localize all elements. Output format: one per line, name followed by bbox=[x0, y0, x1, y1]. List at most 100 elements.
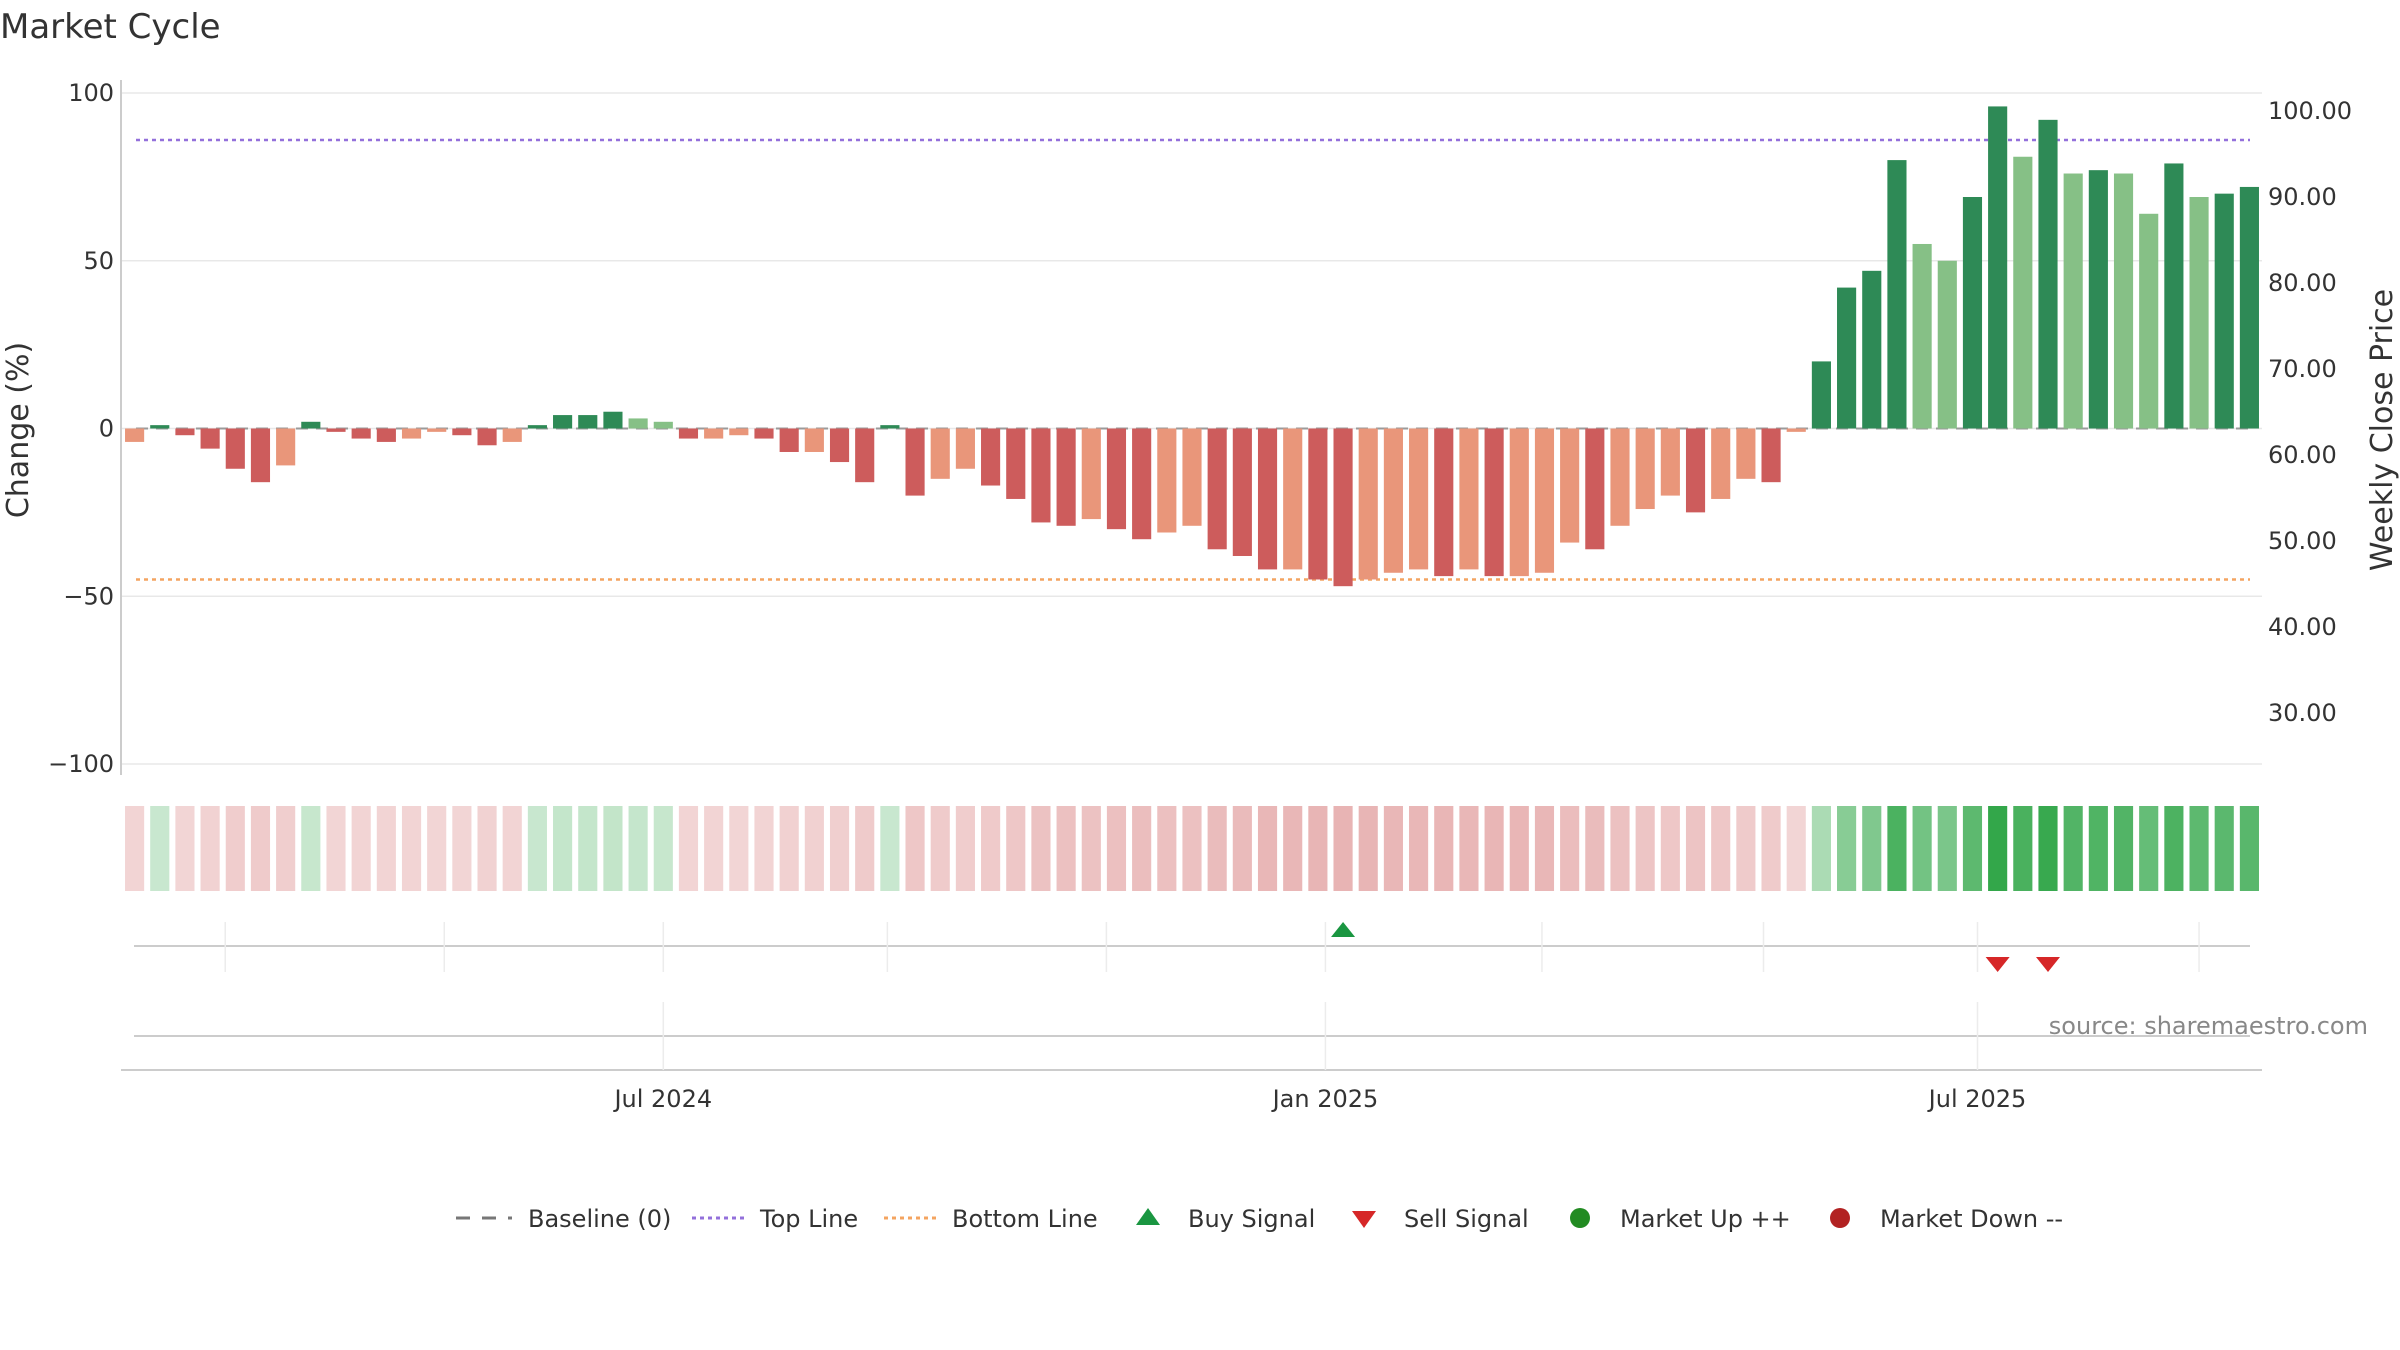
strip-cell bbox=[2214, 806, 2234, 891]
legend-swatch bbox=[1352, 1211, 1376, 1228]
bar bbox=[2239, 186, 2259, 429]
strip-cell bbox=[1484, 806, 1504, 891]
bar bbox=[2088, 170, 2108, 429]
bar bbox=[2113, 173, 2134, 429]
strip-cell bbox=[1333, 806, 1353, 891]
bar bbox=[1257, 428, 1278, 570]
strip-cell bbox=[376, 806, 396, 891]
bar bbox=[1006, 428, 1026, 499]
chart-title: Market Cycle bbox=[0, 7, 221, 47]
strip-cell bbox=[1711, 806, 1731, 891]
bar bbox=[150, 425, 170, 429]
legend: Baseline (0) Top Line Bottom Line Buy Signa… bbox=[456, 1205, 2063, 1233]
strip-cell bbox=[2038, 806, 2058, 891]
strip-cell bbox=[1434, 806, 1454, 891]
strip-cell bbox=[754, 806, 774, 891]
strip-cell bbox=[1862, 806, 1882, 891]
bar bbox=[1459, 428, 1479, 570]
bar bbox=[855, 428, 875, 483]
strip-cell bbox=[955, 806, 975, 891]
strip-cell bbox=[905, 806, 925, 891]
strip-cell bbox=[880, 806, 900, 891]
strip-cell bbox=[2164, 806, 2184, 891]
strip-cell bbox=[678, 806, 699, 891]
bar bbox=[2038, 119, 2058, 429]
strip-cell bbox=[1937, 806, 1957, 891]
strip-cell bbox=[1962, 806, 1983, 891]
bar bbox=[1509, 428, 1529, 577]
strip-cell bbox=[1887, 806, 1907, 891]
legend-swatch bbox=[1570, 1208, 1590, 1228]
bar bbox=[1685, 428, 1706, 513]
bar bbox=[1887, 160, 1907, 429]
bar bbox=[1937, 260, 1957, 429]
legend-swatch bbox=[1136, 1208, 1160, 1225]
bar bbox=[276, 428, 296, 466]
y2-tick-label: 70.00 bbox=[2268, 355, 2337, 383]
strip-cell bbox=[2013, 806, 2033, 891]
signals bbox=[1331, 922, 2060, 972]
strip-cell bbox=[1736, 806, 1756, 891]
bar bbox=[1283, 428, 1303, 570]
bar bbox=[1560, 428, 1580, 543]
signal-panel bbox=[134, 922, 2250, 972]
y-axis-title: Change (%) bbox=[1, 342, 36, 518]
bar bbox=[704, 428, 724, 439]
bar bbox=[1232, 428, 1252, 556]
bars bbox=[125, 106, 2259, 587]
y2-tick-label: 40.00 bbox=[2268, 613, 2337, 641]
bar bbox=[603, 411, 623, 429]
strip-cell bbox=[301, 806, 321, 891]
bar bbox=[1635, 428, 1655, 510]
market-strip bbox=[125, 806, 2259, 891]
legend-label: Baseline (0) bbox=[528, 1205, 671, 1233]
x-tick-label: Jul 2024 bbox=[612, 1085, 712, 1113]
strip-cell bbox=[1837, 806, 1857, 891]
bar bbox=[200, 428, 220, 449]
strip-cell bbox=[1157, 806, 1177, 891]
bar bbox=[754, 428, 774, 439]
strip-cell bbox=[804, 806, 824, 891]
bar bbox=[678, 428, 699, 439]
bar bbox=[1182, 428, 1202, 526]
strip-cell bbox=[1685, 806, 1706, 891]
strip-cell bbox=[1660, 806, 1680, 891]
sell-signal-marker bbox=[1985, 957, 2010, 972]
bar bbox=[502, 428, 522, 442]
bar bbox=[1434, 428, 1454, 577]
strip-cell bbox=[981, 806, 1001, 891]
buy-signal-marker bbox=[1331, 922, 1356, 937]
strip-cell bbox=[1560, 806, 1580, 891]
bar bbox=[477, 428, 497, 446]
strip-cell bbox=[1409, 806, 1429, 891]
strip-cell bbox=[125, 806, 145, 891]
y2-tick-label: 90.00 bbox=[2268, 183, 2337, 211]
y2-tick-label: 50.00 bbox=[2268, 527, 2337, 555]
strip-cell bbox=[704, 806, 724, 891]
y2-tick-label: 30.00 bbox=[2268, 699, 2337, 727]
bar bbox=[553, 415, 573, 429]
bar bbox=[1132, 428, 1152, 540]
bar bbox=[779, 428, 799, 452]
bar bbox=[1333, 428, 1353, 587]
y2-tick-label: 80.00 bbox=[2268, 269, 2337, 297]
bar bbox=[1484, 428, 1504, 577]
bar bbox=[1358, 428, 1378, 580]
strip-cell bbox=[930, 806, 950, 891]
bar bbox=[1988, 106, 2008, 429]
bar bbox=[2214, 193, 2234, 429]
bar bbox=[1534, 428, 1555, 573]
bar bbox=[955, 428, 975, 469]
bar bbox=[225, 428, 245, 469]
bar bbox=[1761, 428, 1781, 483]
strip-cell bbox=[250, 806, 271, 891]
legend-label: Top Line bbox=[759, 1205, 858, 1233]
strip-cell bbox=[829, 806, 850, 891]
strip-cell bbox=[427, 806, 447, 891]
y-tick-label: −100 bbox=[48, 750, 114, 778]
bar bbox=[250, 428, 271, 483]
strip-cell bbox=[1635, 806, 1655, 891]
strip-cell bbox=[276, 806, 296, 891]
strip-cell bbox=[1534, 806, 1555, 891]
strip-cell bbox=[628, 806, 648, 891]
